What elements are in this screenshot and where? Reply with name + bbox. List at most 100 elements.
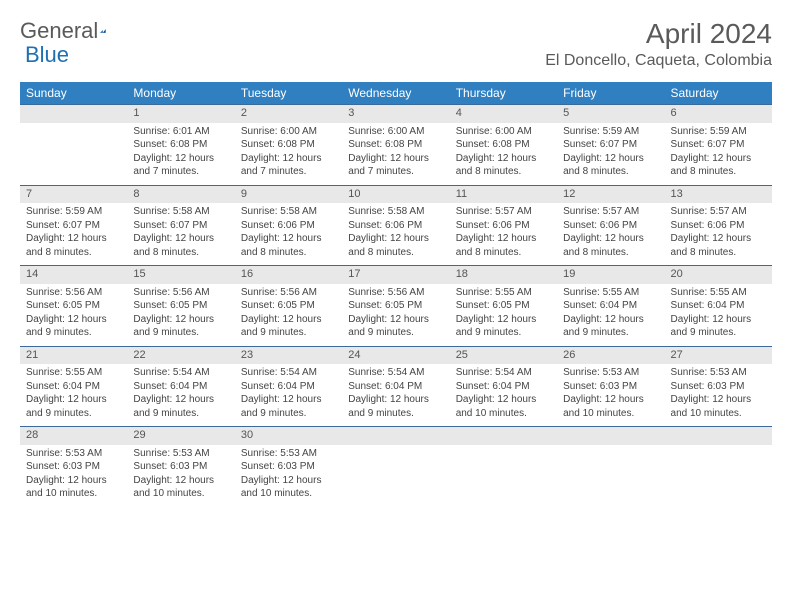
day-number: 11 (450, 185, 557, 203)
day-cell: Sunrise: 5:53 AMSunset: 6:03 PMDaylight:… (20, 445, 127, 507)
day-cell: Sunrise: 5:53 AMSunset: 6:03 PMDaylight:… (127, 445, 234, 507)
day-header: Saturday (665, 82, 772, 105)
sunset-text: Sunset: 6:04 PM (563, 299, 658, 313)
day-number: 13 (665, 185, 772, 203)
daylight-text: Daylight: 12 hours and 7 minutes. (133, 152, 228, 179)
day-cell (20, 123, 127, 186)
sunrise-text: Sunrise: 5:56 AM (26, 286, 121, 300)
day-number: 10 (342, 185, 449, 203)
daylight-text: Daylight: 12 hours and 7 minutes. (348, 152, 443, 179)
daylight-text: Daylight: 12 hours and 9 minutes. (348, 393, 443, 420)
daynum-row: 282930 (20, 427, 772, 445)
daylight-text: Daylight: 12 hours and 8 minutes. (563, 232, 658, 259)
day-header: Friday (557, 82, 664, 105)
daylight-text: Daylight: 12 hours and 8 minutes. (241, 232, 336, 259)
sunset-text: Sunset: 6:05 PM (26, 299, 121, 313)
daynum-row: 123456 (20, 105, 772, 123)
sunrise-text: Sunrise: 6:00 AM (456, 125, 551, 139)
day-number: 20 (665, 266, 772, 284)
day-cell: Sunrise: 5:53 AMSunset: 6:03 PMDaylight:… (235, 445, 342, 507)
day-cell: Sunrise: 5:54 AMSunset: 6:04 PMDaylight:… (450, 364, 557, 427)
daylight-text: Daylight: 12 hours and 9 minutes. (671, 313, 766, 340)
day-header: Sunday (20, 82, 127, 105)
day-cell: Sunrise: 5:55 AMSunset: 6:05 PMDaylight:… (450, 284, 557, 347)
sunset-text: Sunset: 6:05 PM (456, 299, 551, 313)
daylight-text: Daylight: 12 hours and 8 minutes. (26, 232, 121, 259)
day-cell: Sunrise: 5:53 AMSunset: 6:03 PMDaylight:… (665, 364, 772, 427)
daylight-text: Daylight: 12 hours and 9 minutes. (133, 313, 228, 340)
day-number: 21 (20, 346, 127, 364)
day-header: Tuesday (235, 82, 342, 105)
day-cell: Sunrise: 5:56 AMSunset: 6:05 PMDaylight:… (127, 284, 234, 347)
day-cell: Sunrise: 5:58 AMSunset: 6:06 PMDaylight:… (342, 203, 449, 266)
sunrise-text: Sunrise: 5:54 AM (348, 366, 443, 380)
day-number: 24 (342, 346, 449, 364)
daylight-text: Daylight: 12 hours and 9 minutes. (133, 393, 228, 420)
day-cell: Sunrise: 5:55 AMSunset: 6:04 PMDaylight:… (20, 364, 127, 427)
daylight-text: Daylight: 12 hours and 10 minutes. (133, 474, 228, 501)
daylight-text: Daylight: 12 hours and 10 minutes. (26, 474, 121, 501)
day-body-row: Sunrise: 5:59 AM Sunset: 6:07 PM Daylight:… (20, 203, 772, 266)
sunset-text: Sunset: 6:06 PM (348, 219, 443, 233)
day-number: 15 (127, 266, 234, 284)
sunrise-text: Sunrise: 5:53 AM (241, 447, 336, 461)
day-number: 16 (235, 266, 342, 284)
day-cell: Sunrise: 5:57 AMSunset: 6:06 PMDaylight:… (557, 203, 664, 266)
day-number (665, 427, 772, 445)
sunset-text: Sunset: 6:03 PM (241, 460, 336, 474)
daylight-text: Daylight: 12 hours and 9 minutes. (26, 313, 121, 340)
day-number: 3 (342, 105, 449, 123)
daylight-text: Daylight: 12 hours and 8 minutes. (671, 232, 766, 259)
day-number: 7 (20, 185, 127, 203)
day-number: 30 (235, 427, 342, 445)
month-title: April 2024 (545, 18, 772, 50)
sunrise-text: Sunrise: 5:59 AM (26, 205, 121, 219)
day-cell (557, 445, 664, 507)
day-number: 23 (235, 346, 342, 364)
title-block: April 2024 El Doncello, Caqueta, Colombi… (545, 18, 772, 70)
sunrise-text: Sunrise: 5:55 AM (563, 286, 658, 300)
day-number: 22 (127, 346, 234, 364)
daylight-text: Daylight: 12 hours and 9 minutes. (241, 393, 336, 420)
sunrise-text: Sunrise: 5:57 AM (671, 205, 766, 219)
daylight-text: Daylight: 12 hours and 9 minutes. (26, 393, 121, 420)
daylight-text: Daylight: 12 hours and 8 minutes. (563, 152, 658, 179)
day-number (20, 105, 127, 123)
sunrise-text: Sunrise: 5:55 AM (26, 366, 121, 380)
daynum-row: 21222324252627 (20, 346, 772, 364)
sunrise-text: Sunrise: 5:57 AM (456, 205, 551, 219)
day-number: 17 (342, 266, 449, 284)
sunrise-text: Sunrise: 5:59 AM (563, 125, 658, 139)
day-cell: Sunrise: 6:01 AMSunset: 6:08 PMDaylight:… (127, 123, 234, 186)
sunset-text: Sunset: 6:08 PM (133, 138, 228, 152)
day-cell: Sunrise: 5:59 AMSunset: 6:07 PMDaylight:… (665, 123, 772, 186)
day-cell: Sunrise: 5:59 AMSunset: 6:07 PMDaylight:… (20, 203, 127, 266)
day-cell: Sunrise: 5:54 AMSunset: 6:04 PMDaylight:… (235, 364, 342, 427)
day-number (450, 427, 557, 445)
sunset-text: Sunset: 6:04 PM (26, 380, 121, 394)
sunrise-text: Sunrise: 5:56 AM (241, 286, 336, 300)
day-cell: Sunrise: 6:00 AMSunset: 6:08 PMDaylight:… (450, 123, 557, 186)
day-cell: Sunrise: 6:00 AMSunset: 6:08 PMDaylight:… (235, 123, 342, 186)
calendar-table: Sunday Monday Tuesday Wednesday Thursday… (20, 82, 772, 507)
sunrise-text: Sunrise: 5:53 AM (563, 366, 658, 380)
daylight-text: Daylight: 12 hours and 7 minutes. (241, 152, 336, 179)
day-cell (665, 445, 772, 507)
sunset-text: Sunset: 6:05 PM (348, 299, 443, 313)
daylight-text: Daylight: 12 hours and 10 minutes. (563, 393, 658, 420)
daylight-text: Daylight: 12 hours and 9 minutes. (348, 313, 443, 340)
daylight-text: Daylight: 12 hours and 8 minutes. (348, 232, 443, 259)
day-body-row: Sunrise: 5:53 AMSunset: 6:03 PM Daylight:… (20, 445, 772, 507)
sunrise-text: Sunrise: 5:57 AM (563, 205, 658, 219)
day-number: 25 (450, 346, 557, 364)
sunset-text: Sunset: 6:04 PM (671, 299, 766, 313)
sunset-text: Sunset: 6:04 PM (241, 380, 336, 394)
day-body-row: Sunrise: 6:01 AMSunset: 6:08 PMDaylight:… (20, 123, 772, 186)
sunset-text: Sunset: 6:06 PM (241, 219, 336, 233)
sunrise-text: Sunrise: 6:00 AM (348, 125, 443, 139)
sunset-text: Sunset: 6:07 PM (133, 219, 228, 233)
day-cell: Sunrise: 5:54 AMSunset: 6:04 PMDaylight:… (342, 364, 449, 427)
sunrise-text: Sunrise: 5:54 AM (456, 366, 551, 380)
sunset-text: Sunset: 6:05 PM (241, 299, 336, 313)
daynum-row: 14151617181920 (20, 266, 772, 284)
